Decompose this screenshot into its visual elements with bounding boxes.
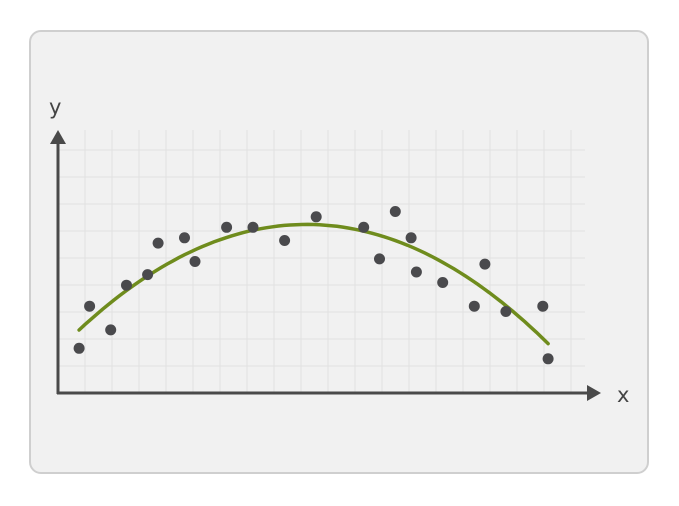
data-point xyxy=(179,232,190,244)
y-axis-arrow-icon xyxy=(50,130,66,144)
fit-curve-group xyxy=(77,222,550,346)
data-point xyxy=(247,221,259,233)
data-point xyxy=(358,221,370,233)
data-point xyxy=(310,211,322,223)
x-axis-label: x xyxy=(617,383,629,407)
data-point xyxy=(479,258,491,270)
data-point xyxy=(279,235,291,246)
data-point xyxy=(142,269,154,281)
data-point xyxy=(410,266,422,278)
y-axis-label: y xyxy=(49,95,61,119)
data-point xyxy=(152,237,164,249)
data-point xyxy=(121,279,132,291)
data-point xyxy=(73,342,85,354)
data-point xyxy=(405,232,417,244)
data-point xyxy=(389,206,401,217)
data-point xyxy=(105,324,117,336)
data-point xyxy=(221,221,233,233)
data-point xyxy=(468,300,480,312)
data-point xyxy=(189,256,201,267)
grid xyxy=(58,130,585,393)
chart-card xyxy=(29,30,649,474)
data-point xyxy=(500,306,512,317)
data-point xyxy=(437,277,449,288)
axes: x y xyxy=(49,95,629,407)
fit-curve xyxy=(77,222,550,346)
data-points xyxy=(73,206,554,365)
data-point xyxy=(374,253,385,265)
x-axis-arrow-icon xyxy=(587,385,601,401)
data-point xyxy=(537,300,549,312)
data-point xyxy=(84,300,96,312)
data-point xyxy=(542,353,554,365)
